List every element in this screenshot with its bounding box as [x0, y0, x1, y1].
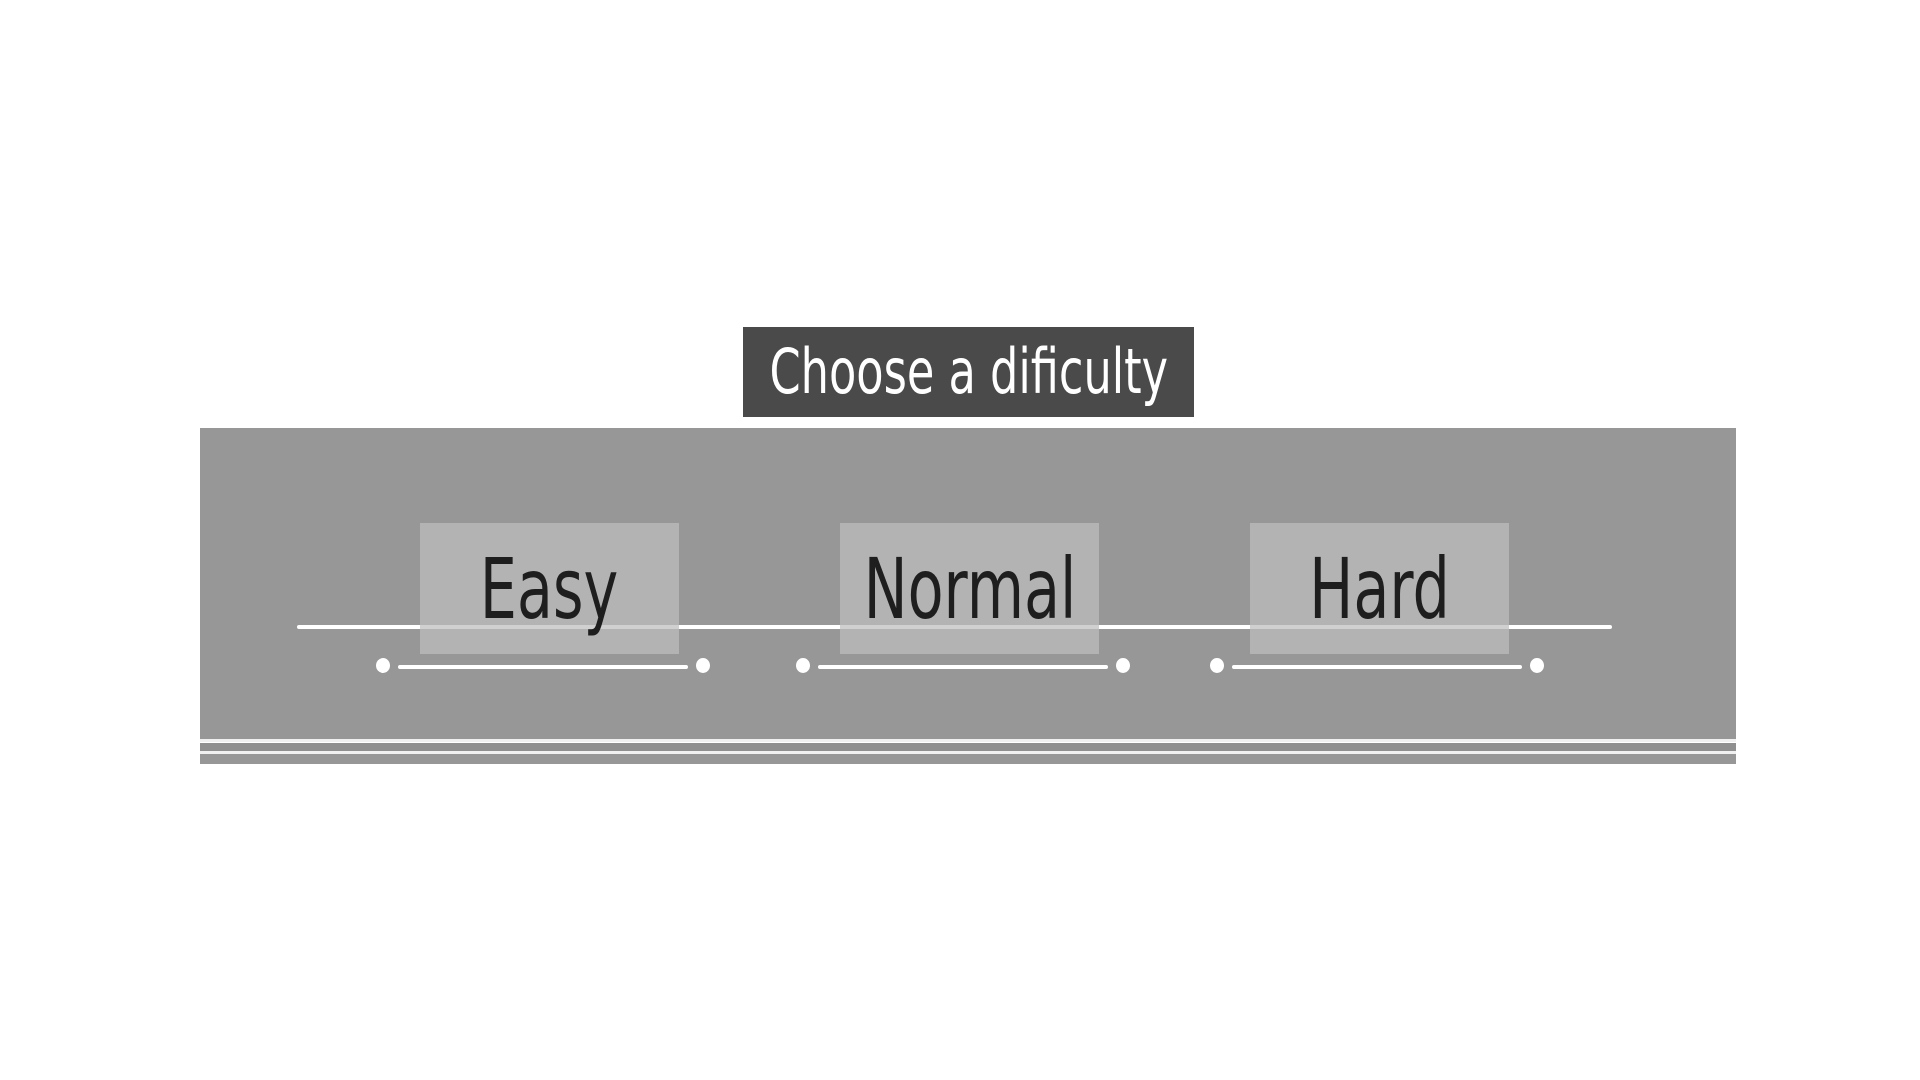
underline-dot-right	[1530, 658, 1544, 673]
panel-bottom-strip-2	[200, 754, 1736, 764]
panel-divider-line-2	[200, 751, 1736, 754]
underline-dot-left	[376, 658, 390, 673]
title-text: Choose a dificulty	[769, 335, 1168, 408]
normal-button[interactable]: Normal	[840, 523, 1099, 654]
underline-line	[398, 665, 688, 669]
underline-dot-left	[1210, 658, 1224, 673]
underline-dot-right	[696, 658, 710, 673]
title-banner: Choose a dificulty	[743, 327, 1194, 417]
underline-dot-right	[1116, 658, 1130, 673]
underline-line	[1232, 665, 1522, 669]
panel-divider-line	[200, 739, 1736, 742]
easy-underline	[376, 657, 712, 675]
hard-button[interactable]: Hard	[1250, 523, 1509, 654]
hard-underline	[1210, 657, 1546, 675]
underline-line	[818, 665, 1108, 669]
normal-underline	[796, 657, 1132, 675]
underline-dot-left	[796, 658, 810, 673]
normal-label: Normal	[863, 539, 1076, 638]
easy-button[interactable]: Easy	[420, 523, 679, 654]
hard-label: Hard	[1309, 539, 1450, 638]
easy-label: Easy	[480, 539, 619, 638]
